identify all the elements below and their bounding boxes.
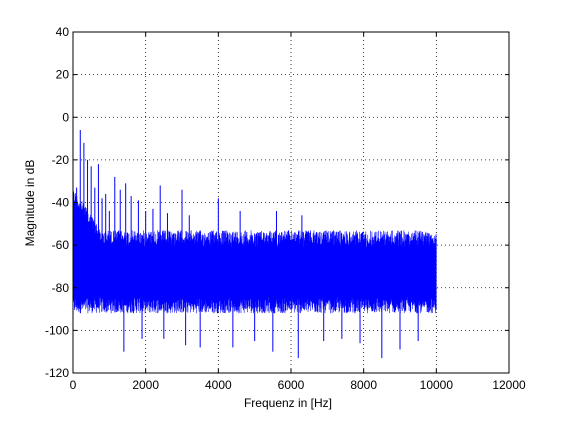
y-tick-label: -120 <box>45 366 69 380</box>
y-tick-label: 40 <box>56 25 70 39</box>
y-tick-label: -40 <box>52 196 70 210</box>
y-tick-label: -80 <box>52 281 70 295</box>
y-axis-label: Magnitude in dB <box>23 160 37 247</box>
x-tick-label: 0 <box>70 378 77 392</box>
y-tick-label: 20 <box>56 68 70 82</box>
y-tick-label: -20 <box>52 153 70 167</box>
y-tick-labels: 40 20 0 -20 -40 -60 -80 -100 -120 <box>45 25 69 380</box>
ticks <box>72 31 510 374</box>
x-tick-labels: 0 2000 4000 6000 8000 10000 12000 <box>70 378 526 392</box>
data-trace <box>72 130 437 359</box>
x-tick-label: 4000 <box>205 378 232 392</box>
x-tick-label: 2000 <box>132 378 159 392</box>
x-tick-label: 8000 <box>350 378 377 392</box>
x-axis-label: Frequenz in [Hz] <box>244 396 332 410</box>
x-tick-label: 12000 <box>492 378 526 392</box>
y-tick-label: -100 <box>45 323 69 337</box>
noise-floor-trace <box>72 191 437 314</box>
x-tick-label: 6000 <box>278 378 305 392</box>
y-tick-label: -60 <box>52 238 70 252</box>
y-tick-label: 0 <box>62 110 69 124</box>
x-tick-label: 10000 <box>420 378 454 392</box>
